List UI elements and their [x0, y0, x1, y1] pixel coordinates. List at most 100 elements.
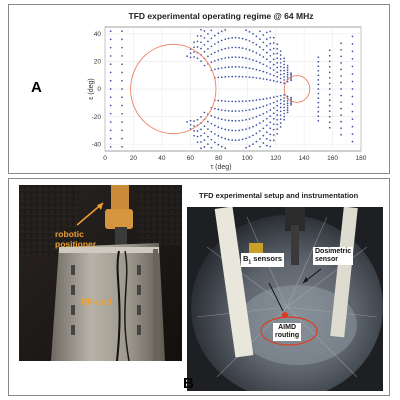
data-point — [109, 146, 112, 148]
data-point — [234, 36, 237, 39]
data-point — [231, 75, 234, 78]
b1-sensors-subscript: 1 — [248, 259, 252, 266]
data-point — [262, 142, 265, 144]
data-point — [241, 66, 244, 69]
y-tick-label: 20 — [94, 59, 102, 66]
x-axis-label: τ (deg) — [210, 164, 231, 171]
data-point — [203, 64, 206, 67]
data-point — [241, 138, 244, 141]
data-point — [269, 73, 272, 75]
data-point — [196, 34, 199, 37]
data-point — [262, 127, 265, 130]
b1-sensors-symbol: B — [243, 254, 249, 263]
data-point — [231, 129, 234, 132]
data-point — [121, 30, 123, 32]
data-point — [328, 126, 331, 129]
data-point — [255, 60, 258, 63]
data-point — [200, 35, 202, 37]
data-point — [328, 115, 331, 118]
data-point — [200, 134, 202, 137]
data-point — [262, 63, 265, 66]
aimd-routing-label: AIMD routing — [273, 323, 302, 341]
data-point — [286, 76, 289, 78]
data-point — [189, 123, 192, 126]
data-point — [224, 29, 227, 31]
data-point — [351, 73, 354, 75]
data-point — [220, 118, 223, 121]
data-point — [121, 121, 123, 123]
data-point — [203, 50, 206, 53]
data-point — [248, 118, 251, 120]
data-point — [317, 74, 320, 77]
data-point — [351, 118, 354, 120]
data-point — [255, 132, 258, 135]
data-point — [351, 80, 354, 83]
data-point — [213, 124, 216, 127]
data-point — [220, 67, 223, 69]
data-point — [121, 129, 123, 132]
data-point — [252, 67, 254, 70]
data-point — [269, 54, 272, 57]
data-point — [317, 97, 320, 99]
data-point — [262, 34, 265, 36]
data-point — [186, 120, 188, 123]
data-point — [217, 50, 220, 52]
data-point — [248, 127, 251, 129]
data-point — [213, 107, 216, 110]
b1-sensors-label: B1 sensors — [241, 253, 285, 267]
data-point — [272, 52, 275, 55]
data-point — [121, 55, 123, 57]
data-point — [224, 128, 227, 131]
data-point — [227, 56, 230, 59]
data-point — [328, 71, 331, 74]
data-point — [252, 143, 254, 145]
data-point — [272, 47, 275, 50]
data-point — [317, 115, 320, 118]
data-point — [269, 61, 272, 63]
data-point — [227, 47, 230, 49]
data-point — [272, 128, 275, 131]
data-point — [217, 99, 220, 102]
data-point — [283, 118, 285, 121]
data-point — [238, 129, 240, 132]
data-point — [283, 79, 285, 81]
data-point — [252, 41, 254, 44]
data-point — [220, 109, 223, 111]
data-point — [259, 38, 261, 41]
y-tick-label: 0 — [97, 86, 101, 93]
data-point — [207, 120, 209, 123]
data-point — [279, 98, 282, 101]
data-point — [234, 65, 237, 68]
data-point — [193, 134, 195, 137]
data-point — [231, 100, 234, 103]
data-point — [328, 121, 331, 124]
data-point — [203, 139, 206, 141]
data-point — [245, 109, 247, 112]
instrumentation-photo: B1 sensors Dosimetric sensor AIMD routin… — [187, 207, 383, 391]
data-point — [210, 61, 213, 64]
data-point — [200, 28, 202, 31]
data-point — [213, 34, 216, 37]
data-point — [286, 67, 289, 69]
data-point — [279, 58, 282, 60]
data-point — [224, 38, 227, 41]
data-point — [248, 67, 251, 69]
data-point — [262, 48, 265, 51]
data-point — [262, 112, 265, 115]
data-point — [220, 57, 223, 60]
data-point — [328, 60, 331, 63]
data-point — [224, 47, 227, 50]
data-point — [121, 146, 123, 148]
data-point — [272, 42, 275, 44]
b1-sensors-text: sensors — [251, 254, 283, 263]
y-tick-label: -40 — [92, 141, 102, 148]
data-point — [248, 76, 251, 79]
x-tick-label: 40 — [158, 155, 166, 162]
data-point — [220, 100, 223, 102]
data-point — [109, 137, 112, 140]
data-point — [351, 95, 354, 98]
data-point — [317, 101, 320, 104]
data-point — [269, 139, 272, 142]
data-point — [340, 88, 342, 90]
data-point — [279, 77, 282, 80]
